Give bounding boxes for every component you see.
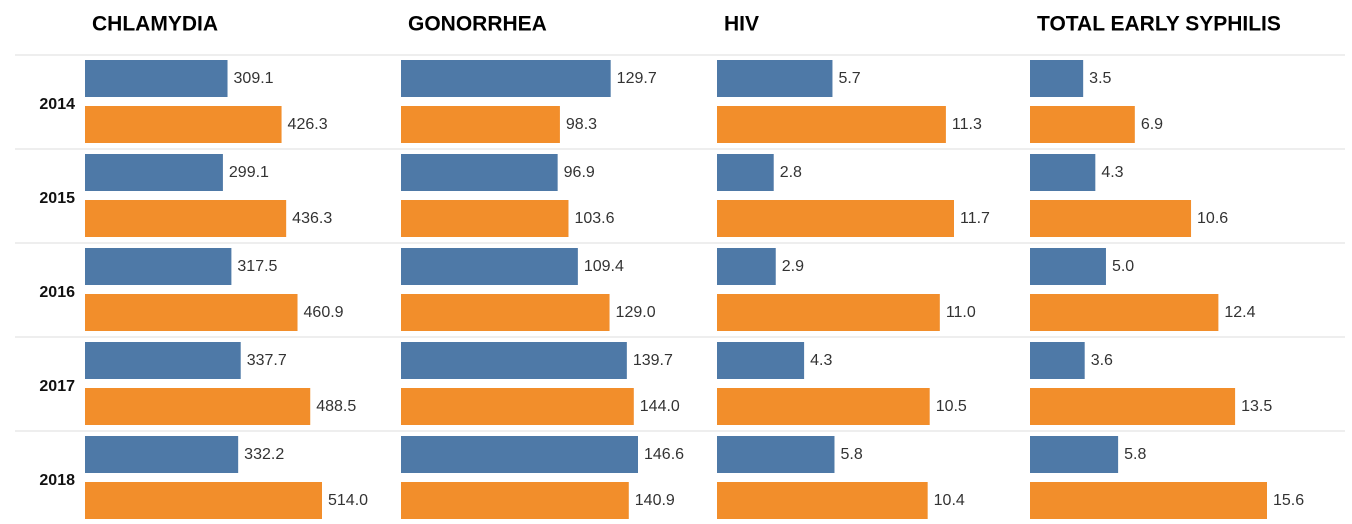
value-label: 4.3	[1101, 164, 1123, 181]
bar	[1030, 106, 1135, 143]
value-label: 5.8	[840, 446, 862, 463]
bar	[401, 154, 558, 191]
bar	[1030, 482, 1267, 519]
value-label: 139.7	[633, 352, 673, 369]
bar	[1030, 294, 1219, 331]
bar	[85, 436, 239, 473]
bar	[717, 388, 930, 425]
value-label: 2.8	[780, 164, 802, 181]
bar	[1030, 248, 1106, 285]
value-label: 460.9	[304, 304, 344, 321]
bar	[717, 342, 805, 379]
value-label: 2.9	[782, 258, 804, 275]
value-label: 337.7	[247, 352, 287, 369]
value-label: 129.7	[617, 70, 657, 87]
panel-title: HIV	[724, 13, 759, 36]
value-label: 10.6	[1197, 210, 1228, 227]
bar	[401, 60, 611, 97]
value-label: 488.5	[316, 398, 356, 415]
value-label: 514.0	[328, 492, 368, 509]
value-label: 6.9	[1141, 116, 1163, 133]
value-label: 332.2	[244, 446, 284, 463]
value-label: 96.9	[564, 164, 595, 181]
bar	[1030, 388, 1236, 425]
bar	[401, 200, 569, 237]
value-label: 98.3	[566, 116, 597, 133]
bar	[85, 60, 228, 97]
bar	[717, 482, 928, 519]
bar	[717, 200, 954, 237]
bar	[85, 388, 311, 425]
value-label: 146.6	[644, 446, 684, 463]
bar	[1030, 200, 1192, 237]
panel-title: TOTAL EARLY SYPHILIS	[1037, 13, 1281, 36]
value-label: 11.3	[952, 116, 982, 133]
bar	[85, 248, 232, 285]
value-label: 11.7	[960, 210, 990, 227]
value-label: 5.0	[1112, 258, 1134, 275]
value-label: 5.7	[838, 70, 860, 87]
bar	[85, 342, 241, 379]
value-label: 436.3	[292, 210, 332, 227]
year-label: 2017	[39, 378, 75, 395]
value-label: 109.4	[584, 258, 624, 275]
bar	[85, 482, 322, 519]
bar	[717, 154, 774, 191]
value-label: 317.5	[237, 258, 277, 275]
panel-title: CHLAMYDIA	[92, 13, 218, 36]
value-label: 3.6	[1091, 352, 1113, 369]
value-label: 5.8	[1124, 446, 1146, 463]
value-label: 15.6	[1273, 492, 1304, 509]
value-label: 309.1	[234, 70, 274, 87]
panel-title: GONORRHEA	[408, 13, 547, 36]
bar	[401, 294, 610, 331]
value-label: 299.1	[229, 164, 269, 181]
year-label: 2015	[39, 190, 75, 207]
bar	[85, 154, 223, 191]
bar	[717, 248, 776, 285]
bar	[401, 482, 629, 519]
bar	[401, 342, 627, 379]
bar	[717, 436, 835, 473]
value-label: 103.6	[574, 210, 614, 227]
year-label: 2016	[39, 284, 75, 301]
bar	[1030, 60, 1084, 97]
value-label: 4.3	[810, 352, 832, 369]
bar	[717, 294, 940, 331]
value-label: 129.0	[616, 304, 656, 321]
value-label: 426.3	[288, 116, 328, 133]
bar	[717, 60, 833, 97]
bar	[1030, 436, 1119, 473]
value-label: 13.5	[1241, 398, 1272, 415]
year-label: 2018	[39, 472, 75, 489]
bar	[401, 106, 560, 143]
value-label: 144.0	[640, 398, 680, 415]
bar	[1030, 154, 1096, 191]
bar	[401, 248, 578, 285]
value-label: 10.5	[936, 398, 967, 415]
bar	[85, 106, 282, 143]
bar	[401, 436, 638, 473]
bar	[85, 294, 298, 331]
value-label: 12.4	[1224, 304, 1255, 321]
value-label: 140.9	[635, 492, 675, 509]
bar	[401, 388, 634, 425]
bar	[85, 200, 287, 237]
year-label: 2014	[39, 96, 75, 113]
bar	[1030, 342, 1085, 379]
value-label: 10.4	[934, 492, 965, 509]
value-label: 3.5	[1089, 70, 1111, 87]
bar	[717, 106, 946, 143]
value-label: 11.0	[946, 304, 976, 321]
